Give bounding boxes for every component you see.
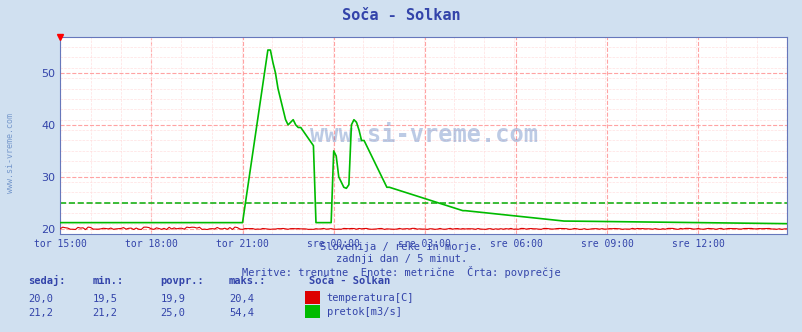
Text: povpr.:: povpr.: [160,276,204,286]
Text: 19,9: 19,9 [160,294,185,304]
Text: Soča - Solkan: Soča - Solkan [309,276,390,286]
Text: sedaj:: sedaj: [28,275,66,286]
Text: 21,2: 21,2 [28,308,53,318]
Text: www.si-vreme.com: www.si-vreme.com [6,113,15,193]
Text: Soča - Solkan: Soča - Solkan [342,8,460,23]
Text: maks.:: maks.: [229,276,266,286]
Text: 21,2: 21,2 [92,308,117,318]
Text: Slovenija / reke in morje.: Slovenija / reke in morje. [320,242,482,252]
Text: temperatura[C]: temperatura[C] [326,293,414,303]
Text: www.si-vreme.com: www.si-vreme.com [310,123,537,147]
Text: 25,0: 25,0 [160,308,185,318]
Text: pretok[m3/s]: pretok[m3/s] [326,307,401,317]
Text: 54,4: 54,4 [229,308,253,318]
Text: Meritve: trenutne  Enote: metrične  Črta: povprečje: Meritve: trenutne Enote: metrične Črta: … [242,266,560,278]
Text: zadnji dan / 5 minut.: zadnji dan / 5 minut. [335,254,467,264]
Text: 20,0: 20,0 [28,294,53,304]
Text: min.:: min.: [92,276,124,286]
Text: 19,5: 19,5 [92,294,117,304]
Text: 20,4: 20,4 [229,294,253,304]
